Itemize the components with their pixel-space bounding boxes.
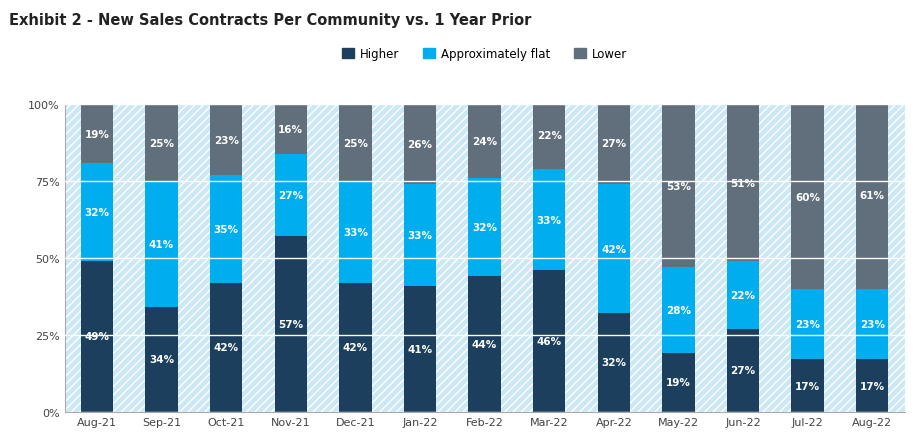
Text: 25%: 25% xyxy=(342,138,368,148)
Bar xyxy=(598,185,629,314)
Text: 42%: 42% xyxy=(601,244,627,254)
Text: 32%: 32% xyxy=(84,208,110,217)
Legend: Higher, Approximately flat, Lower: Higher, Approximately flat, Lower xyxy=(338,43,631,66)
Text: 19%: 19% xyxy=(85,129,109,139)
Bar xyxy=(146,307,177,412)
Text: 57%: 57% xyxy=(278,319,304,329)
Bar xyxy=(662,268,694,353)
Bar xyxy=(726,329,759,412)
Text: 35%: 35% xyxy=(213,224,239,234)
Text: 28%: 28% xyxy=(665,306,691,315)
Bar xyxy=(662,105,694,268)
Bar xyxy=(791,105,823,289)
Bar xyxy=(274,237,306,412)
Text: 41%: 41% xyxy=(149,240,174,250)
Bar xyxy=(856,102,888,289)
Text: 16%: 16% xyxy=(278,125,304,134)
Bar xyxy=(856,289,888,360)
Text: 26%: 26% xyxy=(407,140,433,150)
Bar xyxy=(404,105,436,185)
Text: 44%: 44% xyxy=(472,339,497,349)
Bar xyxy=(210,283,242,412)
Bar xyxy=(210,176,242,283)
Bar xyxy=(80,105,113,163)
Text: 17%: 17% xyxy=(859,381,885,391)
Bar xyxy=(662,353,694,412)
Text: 27%: 27% xyxy=(730,365,756,375)
Bar xyxy=(80,163,113,261)
Text: 24%: 24% xyxy=(472,137,497,147)
Text: 27%: 27% xyxy=(278,191,304,201)
Bar xyxy=(856,360,888,412)
Bar xyxy=(80,261,113,412)
Bar xyxy=(210,105,242,176)
Bar xyxy=(791,289,823,360)
Text: 25%: 25% xyxy=(149,138,174,148)
Text: 61%: 61% xyxy=(859,191,885,201)
Text: 23%: 23% xyxy=(795,319,821,329)
Text: 41%: 41% xyxy=(407,344,433,354)
Text: 22%: 22% xyxy=(536,131,562,141)
Bar xyxy=(468,105,500,179)
Bar xyxy=(339,105,371,182)
Bar xyxy=(726,105,759,261)
Bar xyxy=(339,182,371,283)
Text: 34%: 34% xyxy=(149,355,174,364)
Bar xyxy=(533,170,565,271)
Text: 23%: 23% xyxy=(213,135,239,145)
Text: 17%: 17% xyxy=(795,381,821,391)
Text: 51%: 51% xyxy=(730,178,756,188)
Bar xyxy=(533,271,565,412)
Text: Exhibit 2 - New Sales Contracts Per Community vs. 1 Year Prior: Exhibit 2 - New Sales Contracts Per Comm… xyxy=(9,13,532,28)
Text: 23%: 23% xyxy=(859,319,885,329)
Bar xyxy=(598,102,629,185)
Text: 27%: 27% xyxy=(601,138,627,148)
Text: 46%: 46% xyxy=(536,336,562,346)
Bar xyxy=(146,105,177,182)
Bar xyxy=(791,360,823,412)
Text: 33%: 33% xyxy=(407,230,433,240)
Bar xyxy=(726,261,759,329)
Bar xyxy=(339,283,371,412)
Bar xyxy=(533,102,565,170)
Text: 60%: 60% xyxy=(795,192,821,202)
Bar xyxy=(404,185,436,286)
Bar xyxy=(146,182,177,307)
Text: 32%: 32% xyxy=(472,223,497,233)
Text: 53%: 53% xyxy=(665,181,691,191)
Bar xyxy=(274,154,306,237)
Text: 33%: 33% xyxy=(536,215,562,225)
Text: 49%: 49% xyxy=(84,332,110,342)
Bar xyxy=(274,105,306,154)
Bar xyxy=(468,179,500,277)
Bar xyxy=(598,314,629,412)
Text: 33%: 33% xyxy=(342,227,368,237)
Text: 32%: 32% xyxy=(601,358,627,367)
Text: 42%: 42% xyxy=(342,343,368,352)
Bar xyxy=(404,286,436,412)
Text: 19%: 19% xyxy=(666,378,690,388)
Text: 22%: 22% xyxy=(730,290,756,300)
Bar xyxy=(468,277,500,412)
Text: 42%: 42% xyxy=(213,343,239,352)
